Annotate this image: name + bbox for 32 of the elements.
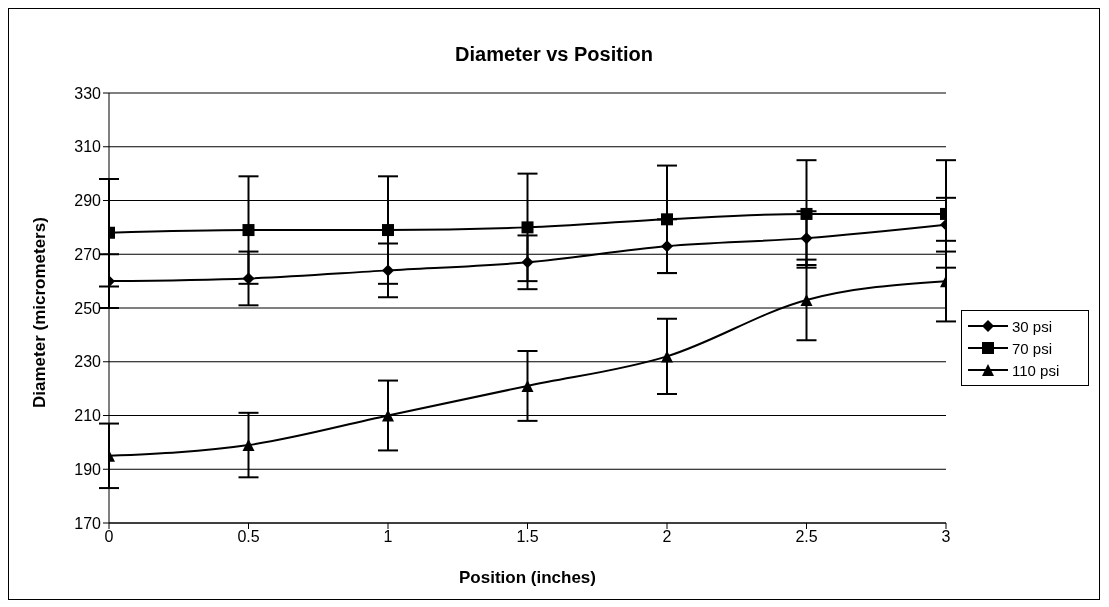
x-tick-label: 0.5 (237, 528, 260, 546)
point (242, 224, 255, 237)
x-tick-label: 2 (662, 528, 672, 546)
point (661, 240, 673, 253)
y-tick-label: 210 (74, 407, 102, 425)
y-tick-label: 190 (74, 460, 102, 478)
point (521, 221, 534, 234)
legend-label: 110 psi (1012, 361, 1060, 379)
y-tick-label: 310 (74, 138, 102, 156)
y-tick-label: 170 (74, 514, 102, 532)
x-tick-label: 0 (104, 528, 114, 546)
y-tick-label: 330 (74, 84, 102, 102)
legend-label: 30 psi (1012, 317, 1053, 335)
y-axis-title: Diameter (micrometers) (30, 217, 50, 408)
y-tick-label: 230 (74, 353, 102, 371)
y-tick-label: 270 (74, 245, 102, 263)
x-tick-label: 2.5 (795, 528, 818, 546)
point (661, 213, 673, 226)
point (242, 439, 255, 452)
point (521, 256, 534, 269)
point (382, 224, 394, 237)
y-tick-label: 250 (74, 299, 102, 317)
x-axis-title: Position (inches) (459, 568, 596, 587)
x-tick-label: 3 (941, 528, 951, 546)
x-tick-label: 1.5 (516, 528, 539, 546)
legend-label: 70 psi (1012, 339, 1053, 357)
y-tick-label: 290 (74, 192, 102, 210)
point (800, 232, 813, 245)
x-tick-label: 1 (383, 528, 393, 546)
point (382, 264, 394, 277)
point (800, 207, 813, 220)
chart-title: Diameter vs Position (454, 42, 654, 67)
